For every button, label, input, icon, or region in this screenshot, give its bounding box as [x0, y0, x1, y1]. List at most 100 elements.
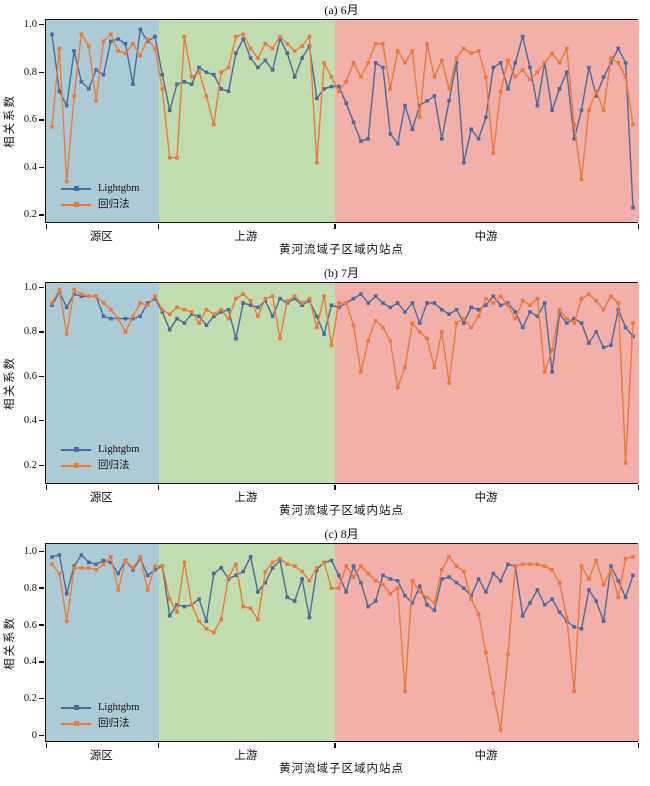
x-axis-label: 黄河流域子区域内站点	[279, 244, 404, 256]
x-tick-mark	[334, 743, 336, 748]
y-tick-mark	[39, 24, 44, 26]
y-tick-label: 0.8	[23, 582, 37, 594]
legend-label: Lightgbm	[98, 444, 140, 455]
x-region-labels: 源区 上游 中游	[45, 223, 638, 243]
x-tick-mark	[157, 224, 160, 229]
subplot-title: (a) 6月	[324, 3, 359, 17]
legend-label: Lightgbm	[98, 702, 140, 713]
plot-area: Lightgbm 回归法 0 0.2 0.4 0.6 0.8 1.0	[24, 543, 639, 748]
line-swatch	[61, 202, 91, 208]
subplot-a-june: (a) 6月 相关系数 Lightgbm 回归法 0.2 0.4 0.6 0.8 1.0…	[0, 2, 650, 260]
y-tick-mark	[39, 119, 44, 121]
region-stripe	[335, 283, 639, 483]
square-marker-icon	[73, 721, 79, 727]
x-tick-mark	[157, 743, 160, 748]
y-tick-mark	[39, 214, 44, 216]
line-swatch	[61, 463, 91, 469]
x-axis-label: 黄河流域子区域内站点	[279, 505, 404, 517]
region-label: 源区	[89, 492, 113, 504]
square-marker-icon	[73, 463, 79, 469]
square-marker-icon	[73, 186, 79, 192]
legend-label: 回归法	[98, 199, 130, 210]
plot-area: Lightgbm 回归法 0.2 0.4 0.6 0.8 1.0	[24, 19, 639, 229]
line-swatch	[61, 186, 91, 192]
x-tick-mark	[637, 224, 639, 229]
region-stripe	[158, 283, 336, 483]
y-tick-label: 0.2	[23, 209, 37, 221]
legend-item-lightgbm: Lightgbm	[61, 183, 139, 195]
legend-label: 回归法	[98, 718, 130, 729]
y-tick-label: 0.2	[23, 459, 37, 471]
x-region-labels: 源区 上游 中游	[45, 484, 638, 504]
subplot-title: (b) 7月	[324, 266, 359, 280]
y-axis-label: 相关系数	[3, 356, 16, 410]
y-tick-mark	[39, 587, 44, 589]
legend-item-regression: 回归法	[61, 718, 139, 730]
legend-item-lightgbm: Lightgbm	[61, 702, 139, 714]
y-tick-mark	[39, 375, 44, 378]
series-lines	[50, 553, 635, 732]
line-swatch	[61, 721, 91, 727]
y-tick-label: 0.8	[23, 326, 37, 338]
region-label: 源区	[89, 750, 113, 762]
y-tick-label: 0	[31, 729, 37, 741]
y-tick-label: 0.4	[23, 161, 37, 173]
y-tick-mark	[39, 624, 44, 626]
x-tick-mark	[334, 224, 336, 229]
y-tick-mark	[39, 420, 44, 422]
x-tick-mark	[637, 743, 639, 748]
legend-label: Lightgbm	[98, 183, 140, 194]
y-tick-mark	[39, 550, 44, 553]
subplot-b-july: (b) 7月 相关系数 Lightgbm 回归法 0.2 0.4 0.6 0.8 1.0…	[0, 265, 650, 521]
legend-item-regression: 回归法	[61, 199, 139, 211]
plot-area: Lightgbm 回归法 0.2 0.4 0.6 0.8 1.0	[24, 282, 639, 490]
y-tick-mark	[39, 286, 44, 289]
y-tick-mark	[39, 71, 44, 73]
legend: Lightgbm 回归法	[61, 444, 139, 472]
line-swatch	[61, 447, 91, 453]
x-axis-label: 黄河流域子区域内站点	[279, 763, 404, 775]
region-label: 中游	[474, 750, 498, 762]
legend-label: 回归法	[98, 460, 130, 471]
square-marker-icon	[73, 705, 79, 711]
series-lines	[50, 27, 635, 210]
x-tick-mark	[334, 485, 336, 490]
y-tick-mark	[39, 331, 44, 333]
region-label: 上游	[234, 750, 258, 762]
y-tick-label: 0.4	[23, 415, 37, 427]
y-axis-label: 相关系数	[3, 615, 16, 670]
subplot-title: (c) 8月	[324, 527, 359, 541]
line-swatch	[61, 705, 91, 711]
subplot-c-august: (c) 8月 相关系数 Lightgbm 回归法 0 0.2 0.4 0.6 0.8 1.…	[0, 526, 650, 779]
region-label: 上游	[234, 492, 258, 504]
region-label: 上游	[234, 231, 258, 243]
legend: Lightgbm 回归法	[61, 702, 139, 730]
y-tick-label: 0.6	[23, 114, 37, 126]
region-label: 中游	[474, 492, 498, 504]
y-tick-label: 0.8	[23, 66, 37, 78]
y-tick-label: 1.0	[23, 19, 37, 31]
legend-item-lightgbm: Lightgbm	[61, 444, 139, 456]
x-tick-mark	[46, 743, 48, 748]
y-tick-mark	[39, 734, 44, 737]
region-label: 中游	[474, 231, 498, 243]
y-tick-mark	[39, 697, 44, 700]
y-tick-label: 1.0	[23, 281, 37, 293]
y-tick-mark	[39, 166, 44, 169]
x-tick-mark	[637, 485, 639, 490]
y-tick-label: 1.0	[23, 545, 37, 557]
region-label: 源区	[89, 231, 113, 243]
x-tick-mark	[157, 485, 160, 490]
legend-item-regression: 回归法	[61, 460, 139, 472]
x-tick-mark	[46, 485, 48, 490]
series-lines	[50, 287, 635, 465]
square-marker-icon	[73, 447, 79, 453]
y-tick-label: 0.4	[23, 656, 37, 668]
x-region-labels: 源区 上游 中游	[45, 742, 638, 762]
y-tick-mark	[39, 464, 44, 466]
y-tick-mark	[39, 661, 44, 663]
y-tick-label: 0.6	[23, 370, 37, 382]
legend: Lightgbm 回归法	[61, 183, 139, 211]
square-marker-icon	[73, 202, 79, 208]
